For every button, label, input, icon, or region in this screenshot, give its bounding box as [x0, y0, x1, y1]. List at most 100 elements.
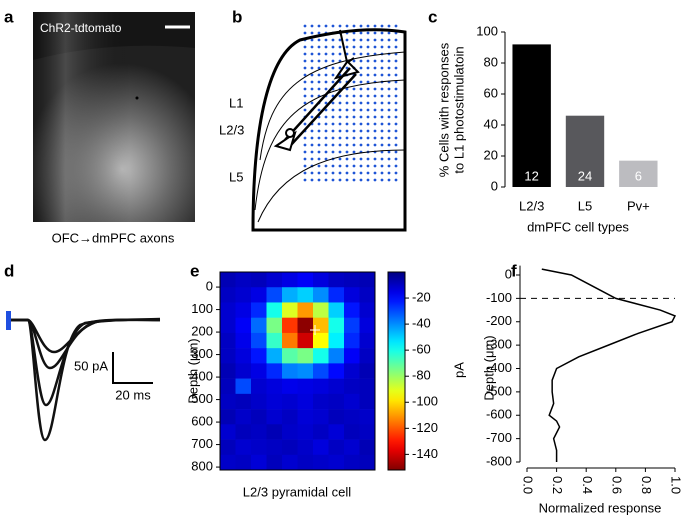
heat-cell: [266, 424, 283, 440]
stim-dot: [317, 66, 321, 70]
crosshair: [310, 325, 320, 335]
panel-label: c: [428, 7, 437, 26]
heat-cell: [297, 378, 314, 395]
neuron: [333, 29, 360, 80]
stim-dot: [394, 136, 398, 140]
stim-dot: [352, 157, 356, 161]
stim-dot: [352, 45, 356, 49]
stim-dot: [366, 80, 370, 84]
stim-dot: [387, 178, 391, 182]
heat-cell: [344, 378, 360, 395]
tissue-shade: [33, 12, 195, 222]
stim-dot: [352, 59, 356, 63]
heat-cell: [359, 302, 376, 318]
stim-dot: [366, 157, 370, 161]
heat-cell: [313, 348, 329, 364]
stim-dot: [345, 38, 349, 42]
stim-dot: [331, 164, 335, 168]
stim-dot: [352, 171, 356, 175]
stim-dot: [303, 143, 307, 147]
stim-dot: [345, 129, 349, 133]
stim-dot: [303, 171, 307, 175]
stim-dot: [352, 178, 356, 182]
y-tick-label: 100: [476, 23, 498, 38]
stim-dot: [380, 143, 384, 147]
stim-dot: [324, 136, 328, 140]
stim-dot: [310, 38, 314, 42]
heat-cell: [282, 393, 298, 410]
heat-cell: [359, 393, 376, 410]
stim-dot: [331, 115, 335, 119]
heat-cell: [251, 393, 267, 410]
stim-dot: [310, 73, 314, 77]
heat-cell: [251, 332, 267, 349]
caption: L2/3 pyramidal cell: [243, 484, 351, 499]
layer-border: [257, 149, 406, 223]
heat-cell: [235, 287, 252, 303]
stim-dot: [317, 73, 321, 77]
y-tick-label: 0: [206, 279, 213, 294]
y-tick-label: 200: [191, 324, 213, 339]
stim-dot: [317, 80, 321, 84]
heat-cell: [251, 317, 267, 334]
heat-cell: [220, 363, 236, 379]
pipette-marker: [285, 128, 295, 138]
stim-dot: [387, 87, 391, 91]
stim-dot: [303, 24, 307, 28]
stim-dot: [387, 171, 391, 175]
stim-dot: [373, 171, 377, 175]
stim-dot: [352, 122, 356, 126]
stim-dot: [303, 87, 307, 91]
stim-dot: [366, 45, 370, 49]
stim-dot: [373, 115, 377, 119]
y-tick-label: 80: [484, 54, 498, 69]
heat-cell: [297, 348, 314, 364]
stim-dot: [345, 108, 349, 112]
heat-cell: [313, 439, 329, 456]
stim-dot: [380, 66, 384, 70]
stim-dot: [303, 122, 307, 126]
heat-cell: [313, 454, 329, 471]
stim-dot: [317, 178, 321, 182]
stim-dot: [338, 101, 342, 105]
stim-dot: [366, 66, 370, 70]
stim-dot: [359, 87, 363, 91]
x-tick-label: L5: [578, 198, 592, 213]
count-label: 24: [578, 168, 592, 183]
stim-dot: [331, 171, 335, 175]
heat-cell: [220, 317, 236, 334]
stim-dot: [310, 143, 314, 147]
heat-cell: [328, 439, 345, 456]
y-axis-label: Depth (μm): [481, 335, 496, 400]
stim-marker: [6, 311, 11, 330]
heat-cell: [220, 393, 236, 410]
stim-dot: [359, 80, 363, 84]
heat-cell: [282, 439, 298, 456]
stim-dot: [338, 178, 342, 182]
stim-dot: [387, 94, 391, 98]
heat-cell: [344, 393, 360, 410]
heat-cell: [328, 363, 345, 379]
heat-cell: [266, 363, 283, 379]
stim-dot: [303, 150, 307, 154]
heat-cell: [282, 317, 298, 334]
stim-dot: [331, 24, 335, 28]
heat-cell: [220, 272, 236, 288]
heat-cell: [297, 424, 314, 440]
stim-dot: [317, 171, 321, 175]
heat-cell: [235, 348, 252, 364]
stim-dot: [345, 87, 349, 91]
heat-cell: [297, 317, 314, 334]
stim-dot: [380, 108, 384, 112]
stim-dot: [387, 31, 391, 35]
image-label: ChR2-tdtomato: [40, 21, 122, 35]
heat-cell: [251, 454, 267, 471]
stim-dot: [366, 171, 370, 175]
stim-dot: [387, 143, 391, 147]
x-axis-label: dmPFC cell types: [527, 219, 629, 234]
heat-cell: [359, 348, 376, 364]
stim-dot: [366, 136, 370, 140]
stim-dot: [303, 31, 307, 35]
stim-dot: [373, 24, 377, 28]
